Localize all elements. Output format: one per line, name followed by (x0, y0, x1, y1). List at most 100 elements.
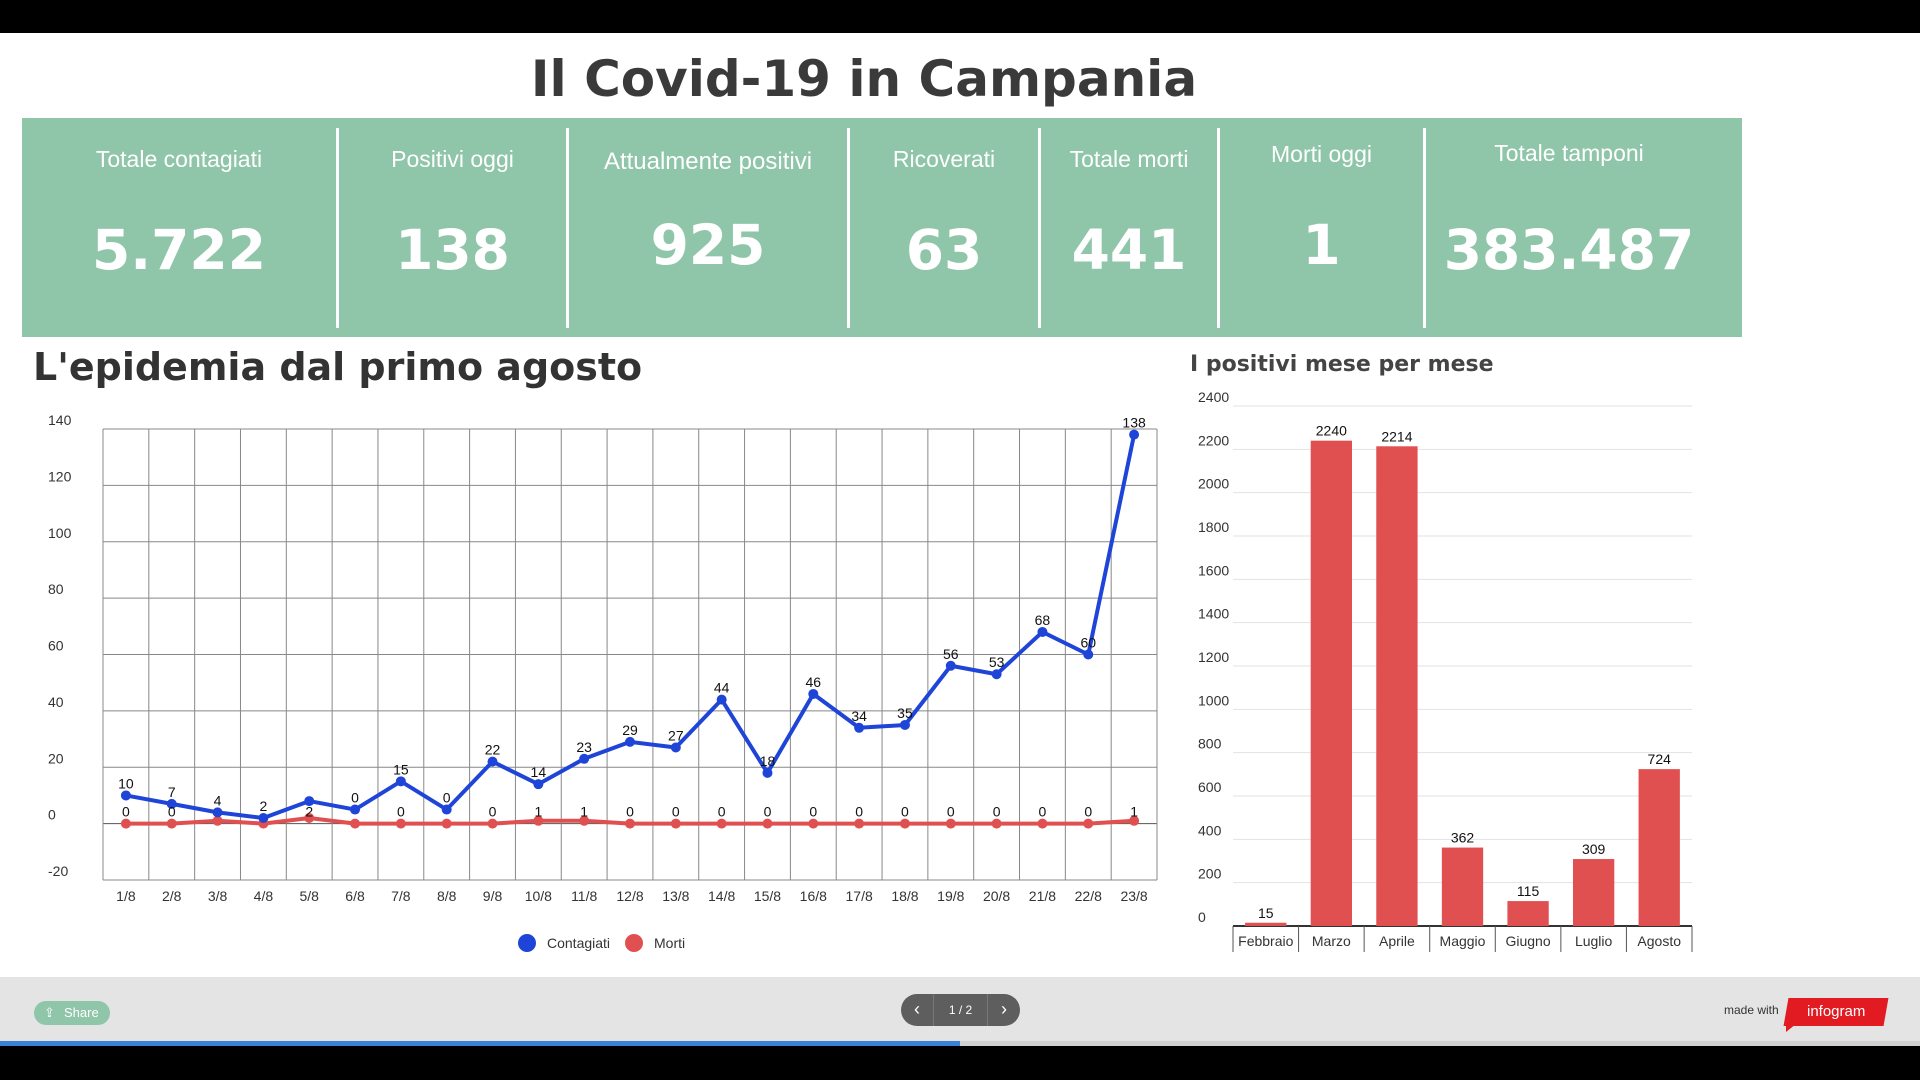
share-icon: ⇪ (44, 1005, 55, 1020)
stat-value: 383.487 (1443, 218, 1695, 282)
data-point (854, 818, 865, 829)
x-tick-label: 1/8 (116, 888, 136, 904)
stat-ricoverati: Ricoverati 63 (850, 118, 1038, 337)
data-point (1083, 649, 1094, 660)
data-label: 115 (1517, 883, 1540, 899)
x-tick-label: 20/8 (983, 888, 1010, 904)
data-point (487, 756, 498, 767)
x-tick-label: Agosto (1637, 933, 1681, 949)
stat-divider (1423, 128, 1426, 328)
bar (1638, 769, 1680, 926)
data-label: 0 (1084, 804, 1092, 820)
data-point (1129, 429, 1140, 440)
bar (1310, 440, 1353, 926)
stat-label: Ricoverati (892, 146, 996, 172)
data-point (625, 736, 635, 747)
data-label: 0 (1039, 804, 1047, 820)
data-label: 44 (714, 680, 730, 696)
legend-label: Contagiati (547, 935, 610, 951)
chart-legend: Contagiati Morti (518, 934, 685, 952)
x-tick-label: 6/8 (345, 888, 365, 904)
data-label: 7 (168, 784, 176, 800)
x-tick-label: 2/8 (162, 888, 182, 904)
data-label: 2214 (1381, 428, 1412, 444)
stat-value: 63 (905, 218, 983, 282)
x-tick-label: 3/8 (208, 888, 228, 904)
data-label: 0 (351, 790, 359, 806)
data-label: 138 (1122, 415, 1146, 431)
data-label: 23 (576, 739, 592, 755)
x-tick-label: Marzo (1312, 933, 1351, 949)
data-point (716, 694, 727, 705)
data-point (350, 818, 361, 829)
data-label: 27 (668, 728, 684, 744)
stats-banner: Totale contagiati 5.722 Positivi oggi 13… (22, 118, 1742, 337)
x-tick-label: Febbraio (1238, 933, 1293, 949)
x-tick-label: 14/8 (708, 888, 735, 904)
y-tick-label: 1000 (1198, 692, 1229, 708)
data-point (762, 818, 773, 829)
stat-label: Totale morti (1069, 146, 1189, 172)
data-label: 1 (1130, 804, 1138, 820)
pager: ‹ 1 / 2 › (901, 994, 1020, 1026)
y-tick-label: -20 (48, 863, 68, 879)
data-label: 362 (1451, 830, 1475, 846)
x-tick-label: 10/8 (525, 888, 552, 904)
legend-label: Morti (654, 935, 685, 951)
x-tick-label: 4/8 (254, 888, 274, 904)
y-tick-label: 1800 (1198, 519, 1229, 535)
y-tick-label: 40 (48, 694, 64, 710)
data-point (533, 779, 544, 790)
data-label: 46 (806, 674, 822, 690)
x-tick-label: 12/8 (616, 888, 643, 904)
data-point (991, 669, 1002, 680)
x-tick-label: Aprile (1379, 933, 1415, 949)
stat-divider (847, 128, 850, 328)
y-tick-label: 0 (1198, 909, 1206, 925)
data-label: 0 (993, 804, 1001, 820)
data-label: 53 (989, 654, 1005, 670)
y-tick-label: 1600 (1198, 562, 1229, 578)
stat-label: Totale tamponi (1494, 140, 1644, 166)
stat-value: 5.722 (92, 218, 266, 282)
data-point (945, 818, 956, 829)
infogram-logo-tail (1786, 1024, 1796, 1032)
y-tick-label: 100 (48, 525, 72, 541)
data-point (670, 818, 681, 829)
data-label: 18 (760, 753, 776, 769)
data-point (166, 818, 177, 829)
stat-divider (336, 128, 339, 328)
y-tick-label: 2000 (1198, 476, 1229, 492)
data-label: 2240 (1316, 423, 1347, 439)
data-label: 0 (489, 804, 497, 820)
made-with-label: made with (1724, 1003, 1779, 1017)
x-tick-label: Maggio (1440, 933, 1486, 949)
prev-page-button[interactable]: ‹ (901, 994, 933, 1026)
y-tick-label: 1200 (1198, 649, 1229, 665)
y-tick-label: 80 (48, 581, 64, 597)
stat-positivi-oggi: Positivi oggi 138 (339, 118, 566, 337)
y-tick-label: 140 (48, 412, 72, 428)
data-label: 68 (1035, 612, 1051, 628)
x-tick-label: Giugno (1505, 933, 1550, 949)
data-point (579, 753, 590, 764)
data-point (487, 818, 498, 829)
next-page-button[interactable]: › (988, 994, 1020, 1026)
data-point (166, 798, 177, 809)
y-tick-label: 2200 (1198, 432, 1229, 448)
data-label: 14 (531, 764, 547, 780)
share-button[interactable]: ⇪ Share (34, 1001, 110, 1025)
infogram-logo[interactable]: infogram (1783, 998, 1889, 1026)
stat-totale-contagiati: Totale contagiati 5.722 (22, 118, 336, 337)
x-tick-label: Luglio (1575, 933, 1613, 949)
y-tick-label: 0 (48, 807, 56, 823)
stat-value: 925 (650, 213, 766, 277)
bar (1572, 859, 1615, 926)
x-tick-label: 13/8 (662, 888, 689, 904)
stat-label: Morti oggi (1271, 141, 1372, 167)
x-tick-label: 23/8 (1120, 888, 1147, 904)
data-label: 29 (622, 722, 638, 738)
stat-morti-oggi: Morti oggi 1 (1220, 118, 1423, 337)
data-label: 2 (305, 804, 313, 820)
